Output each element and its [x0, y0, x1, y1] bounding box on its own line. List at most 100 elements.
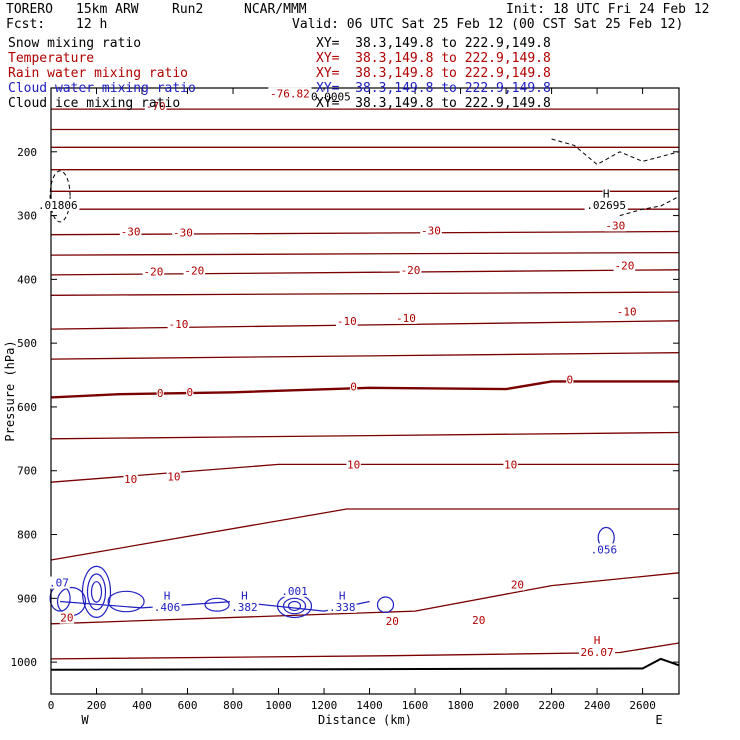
contour-label: 0	[157, 387, 164, 400]
x-tick-label: 1600	[402, 699, 429, 712]
contour-label-bg	[167, 318, 190, 331]
x-tick-label: 0	[48, 699, 55, 712]
y-tick-label: 300	[17, 210, 37, 223]
forecast-hours: 12 h	[76, 17, 108, 32]
model-resolution: 15km ARW	[76, 2, 139, 17]
contour-label: 20	[472, 614, 485, 627]
contour-label-bg	[613, 259, 636, 272]
temperature-contour	[50, 431, 680, 440]
y-tick-label: 800	[17, 529, 37, 542]
x-tick-label: 2200	[538, 699, 565, 712]
field-xy-cloud-water: XY= 38.3,149.8 to 222.9,149.8	[316, 81, 551, 96]
contour-label: -30	[421, 224, 441, 237]
contour-label: 20	[386, 615, 399, 628]
x-axis-label: Distance (km)	[318, 713, 412, 727]
plot-frame	[50, 87, 680, 695]
model-name: TORERO	[6, 2, 53, 17]
contour-label-bg	[584, 198, 628, 211]
valid-time: Valid: 06 UTC Sat 25 Feb 12 (00 CST Sat …	[292, 17, 684, 32]
contour-label: 10	[504, 459, 517, 472]
x-tick-label: 600	[178, 699, 198, 712]
cloud-water-contour	[287, 600, 302, 612]
temperature-contour	[50, 463, 679, 483]
contour-label-bg	[172, 226, 194, 239]
contour-label: H	[241, 589, 248, 602]
temperature-contour	[50, 352, 680, 360]
contour-label: -10	[337, 315, 357, 328]
contour-label: -10	[617, 305, 637, 318]
contour-label-bg	[163, 589, 171, 602]
cloud-ice-contour	[551, 138, 680, 166]
field-name-cloud-ice: Cloud ice mixing ratio	[8, 96, 181, 111]
contour-label: H	[339, 589, 346, 602]
contour-label: .382	[231, 601, 258, 614]
field-name-rain: Rain water mixing ratio	[8, 66, 189, 81]
contour-label-bg	[615, 305, 638, 318]
field-name-cloud-water: Cloud water mixing ratio	[8, 81, 196, 96]
contour-label: .01806	[38, 199, 78, 212]
contour-label: H	[603, 187, 610, 200]
contour-label-bg	[152, 600, 182, 613]
contour-label: .001	[281, 585, 308, 598]
contour-label: -30	[605, 219, 625, 232]
contour-label: H	[594, 634, 601, 647]
contour-label-bg	[123, 473, 138, 486]
contour-label-bg	[119, 225, 142, 238]
organization-label: NCAR/MMM	[244, 2, 307, 17]
contour-label: -20	[614, 260, 634, 273]
cloud-water-contour	[107, 590, 145, 613]
cloud-water-contour	[376, 596, 395, 613]
contour-label: -76.82	[270, 87, 310, 100]
contour-label-bg	[230, 600, 259, 613]
contour-label: -10	[396, 312, 416, 325]
contour-label: 0.0005	[311, 90, 351, 103]
y-tick-label: 600	[17, 401, 37, 414]
field-xy-snow: XY= 38.3,149.8 to 222.9,149.8	[316, 36, 551, 51]
contour-label-bg	[503, 458, 518, 471]
contour-label-bg	[338, 589, 346, 602]
y-tick-label: 1000	[11, 656, 38, 669]
x-tick-label: 1200	[311, 699, 338, 712]
contour-label-bg	[602, 187, 610, 200]
contour-label-bg	[471, 614, 486, 627]
temperature-contour	[50, 230, 680, 236]
x-tick-label: 2400	[584, 699, 611, 712]
cloud-water-contour	[282, 597, 307, 615]
contour-label: 26.07	[581, 646, 614, 659]
contour-label-bg	[589, 543, 619, 556]
contour-label-bg	[420, 224, 442, 237]
west-label: W	[81, 713, 89, 727]
contour-label: 10	[347, 459, 360, 472]
run-label: Run2	[172, 2, 204, 17]
contour-label: -20	[184, 265, 204, 278]
contour-label-bg	[183, 264, 206, 277]
contour-label-bg	[350, 380, 358, 393]
field-xy-cloud-ice: XY= 38.3,149.8 to 222.9,149.8	[316, 96, 551, 111]
x-tick-label: 400	[132, 699, 152, 712]
temperature-contour	[50, 291, 680, 296]
contour-label-bg	[268, 87, 312, 100]
contour-label-bg	[240, 589, 249, 602]
y-axis-label: Pressure (hPa)	[3, 340, 17, 441]
contour-label-bg	[166, 470, 182, 483]
field-name-temperature: Temperature	[8, 51, 95, 66]
contour-label-bg	[186, 385, 194, 398]
contour-label: 10	[167, 471, 180, 484]
y-tick-label: 900	[17, 592, 37, 605]
contour-label: .02695	[586, 199, 626, 212]
contour-label-bg	[59, 611, 75, 624]
contour-label-bg	[156, 387, 164, 400]
contour-label-bg	[48, 576, 70, 589]
cloud-water-contour	[204, 597, 230, 612]
temperature-contour	[50, 508, 679, 561]
contour-label-bg	[566, 373, 574, 386]
cloud-ice-contour	[49, 170, 71, 223]
contour-label: -20	[143, 265, 163, 278]
x-tick-label: 1800	[447, 699, 474, 712]
contour-label: .338	[329, 601, 356, 614]
contour-label-bg	[399, 263, 422, 276]
contour-label: 0	[186, 386, 193, 399]
contour-label-bg	[280, 584, 309, 597]
cloud-water-contour	[90, 581, 103, 603]
x-tick-label: 800	[223, 699, 243, 712]
